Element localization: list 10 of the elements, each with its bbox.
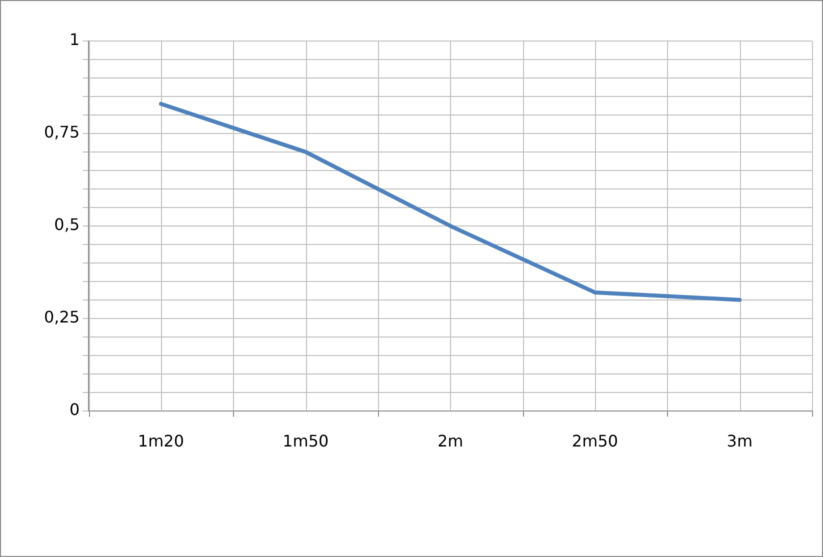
x-tick-label: 1m50 [282,432,329,451]
x-tick-label: 1m20 [138,432,184,451]
y-tick-label: 0,75 [44,122,80,142]
y-tick-label: 1 [69,30,80,50]
y-tick-label: 0,5 [54,215,80,234]
x-tick-label: 2m50 [572,432,618,451]
y-tick-label: 0 [69,400,80,419]
x-tick-label: 3m [726,432,753,451]
x-tick-label: 2m [437,432,464,451]
y-tick-label: 0,25 [44,308,80,327]
